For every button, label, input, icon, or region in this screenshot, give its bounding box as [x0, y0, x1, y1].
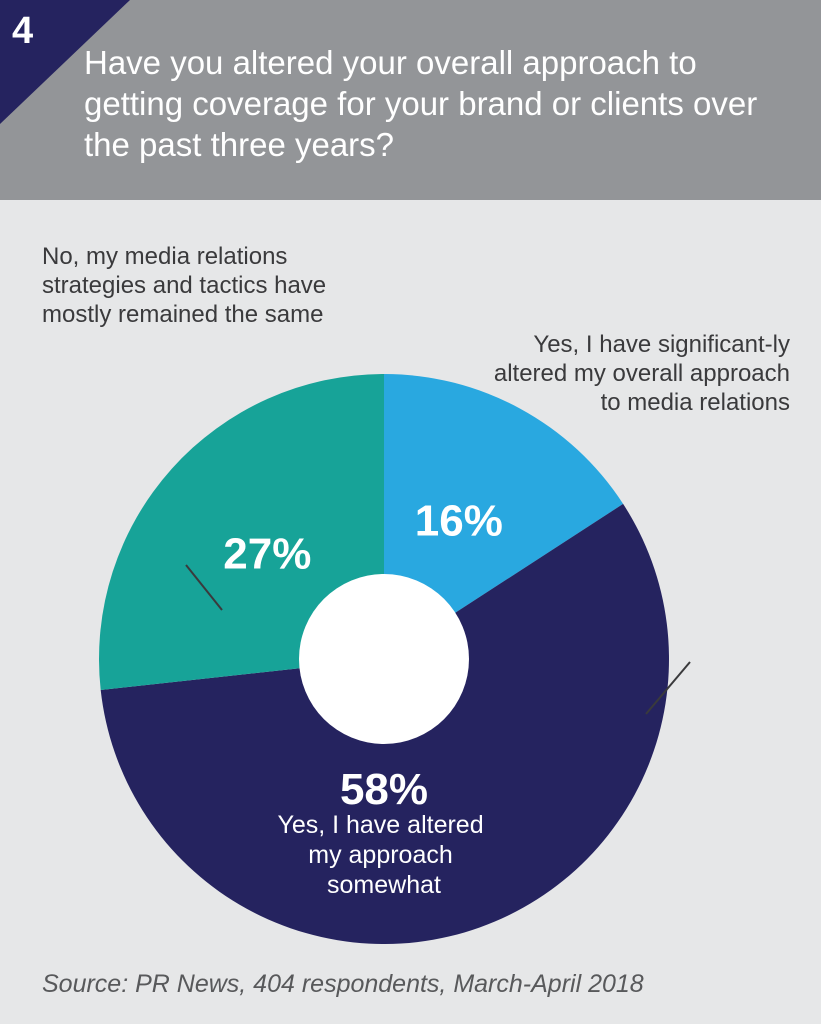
- leader-line-no: [185, 564, 223, 611]
- pie-slice-3: [99, 374, 384, 690]
- annotation-somewhat: Yes, I have altered my approach somewhat: [277, 811, 490, 899]
- slice-value-label-1: 16%: [415, 496, 503, 545]
- header-band: 4 Have you altered your overall approach…: [0, 0, 821, 200]
- annotation-somewhat-line-2: my approach: [308, 841, 453, 869]
- donut-chart: 16% 58% 27% Yes, I have altered my approac…: [99, 374, 691, 944]
- question-title: Have you altered your overall approach t…: [84, 44, 758, 163]
- source-note: Source: PR News, 404 respondents, March-…: [42, 970, 644, 998]
- annotation-somewhat-line-1: Yes, I have altered: [277, 811, 483, 839]
- annotation-no: No, my media relations strategies and ta…: [42, 243, 327, 328]
- corner-triangle: [0, 0, 130, 124]
- annotation-somewhat-line-3: somewhat: [327, 871, 441, 899]
- question-number: 4: [12, 10, 34, 52]
- leader-line-significant: [645, 661, 691, 715]
- annotation-significant: Yes, I have significant-ly altered my ov…: [493, 331, 790, 416]
- donut-hole: [299, 574, 469, 744]
- slice-value-label-3: 27%: [223, 529, 311, 578]
- pie-slices: [99, 374, 670, 944]
- value-labels: 16% 58% 27%: [223, 496, 503, 814]
- slice-value-label-2: 58%: [340, 765, 428, 814]
- pie-slice-1: [384, 374, 624, 659]
